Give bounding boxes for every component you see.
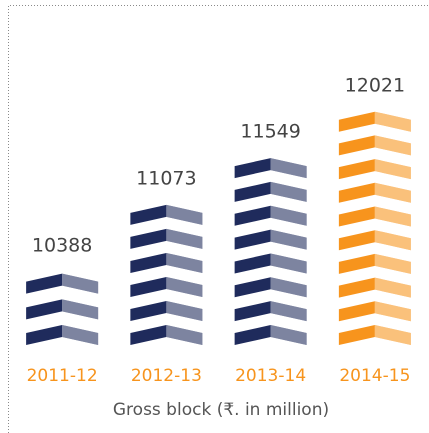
chevron-right [374,253,411,274]
chevron-shade [270,277,307,298]
chart-title: Gross block (₹. in million) [113,400,329,420]
chevron-shade [166,228,203,249]
chevron-right [270,181,307,202]
chevron-shade [374,206,411,227]
bar [26,273,99,345]
chevron-left [234,301,271,322]
chevron-shade [374,135,411,156]
chevron-shade [374,325,411,345]
chevron-right [374,277,411,298]
chevron-left [130,300,167,321]
chevron-right [374,206,411,227]
chevron-shade [374,182,411,203]
chevron-shade [62,273,99,294]
chevron-right [270,229,307,250]
chevron-right [166,204,203,225]
chevron-left [338,230,375,251]
chevron-right [166,276,203,297]
chevron-right [374,111,411,132]
chevron-right [374,325,411,345]
value-label: 10388 [32,235,92,257]
chevron-left [234,277,271,298]
chevron-right [270,325,307,345]
chevron-left [338,253,375,274]
bar [338,111,411,345]
chevron-right [62,325,99,345]
chevron-shade [270,253,307,274]
chevron-left [234,229,271,250]
chevron-right [62,299,99,320]
chevron-shade [374,159,411,180]
chevron-left [130,252,167,273]
chevron-right [166,300,203,321]
chevron-right [270,301,307,322]
value-label: 12021 [345,75,405,97]
chevron-shade [270,205,307,226]
chevron-shade [166,252,203,273]
chevron-right [62,273,99,294]
chevron-shade [374,253,411,274]
chevron-right [270,277,307,298]
chevron-shade [270,181,307,202]
chevron-shade [270,301,307,322]
bar [130,204,203,345]
chevron-right [166,228,203,249]
value-label: 11549 [240,121,300,143]
x-tick-label: 2014-15 [339,366,410,386]
chevron-left [338,301,375,322]
chevron-shade [374,230,411,251]
chevron-left [338,159,375,180]
chevron-shade [166,276,203,297]
value-label: 11073 [136,167,196,189]
chevron-left [234,253,271,274]
chevron-left [338,206,375,227]
chevron-left [26,325,63,345]
chevron-shade [374,277,411,298]
chevron-left [234,181,271,202]
chevron-right [166,325,203,345]
chevron-right [166,252,203,273]
x-tick-label: 2013-14 [235,366,306,386]
chevron-left [130,325,167,345]
chevron-left [130,204,167,225]
chevron-right [374,182,411,203]
chevron-left [234,325,271,345]
chevron-shade [374,111,411,132]
chevron-left [26,299,63,320]
chevron-left [130,276,167,297]
chevron-shade [270,158,307,179]
chevron-right [270,253,307,274]
x-tick-label: 2012-13 [131,366,202,386]
chevron-right [270,205,307,226]
chevron-left [130,228,167,249]
chevron-right [374,159,411,180]
chevron-shade [62,325,99,345]
chevron-right [374,301,411,322]
chevron-right [374,230,411,251]
chevron-shade [166,204,203,225]
chevron-shade [166,325,203,345]
chevron-shade [270,229,307,250]
chevron-shade [166,300,203,321]
chevron-left [26,273,63,294]
chevron-left [234,158,271,179]
chevron-left [338,182,375,203]
chevron-left [338,111,375,132]
chevron-shade [270,325,307,345]
chevron-left [338,325,375,345]
chevron-shade [62,299,99,320]
chevron-left [234,205,271,226]
bar [234,158,307,345]
chevron-left [338,135,375,156]
chevron-right [270,158,307,179]
chevron-right [374,135,411,156]
chevron-left [338,277,375,298]
chevron-shade [374,301,411,322]
x-tick-label: 2011-12 [27,366,98,386]
